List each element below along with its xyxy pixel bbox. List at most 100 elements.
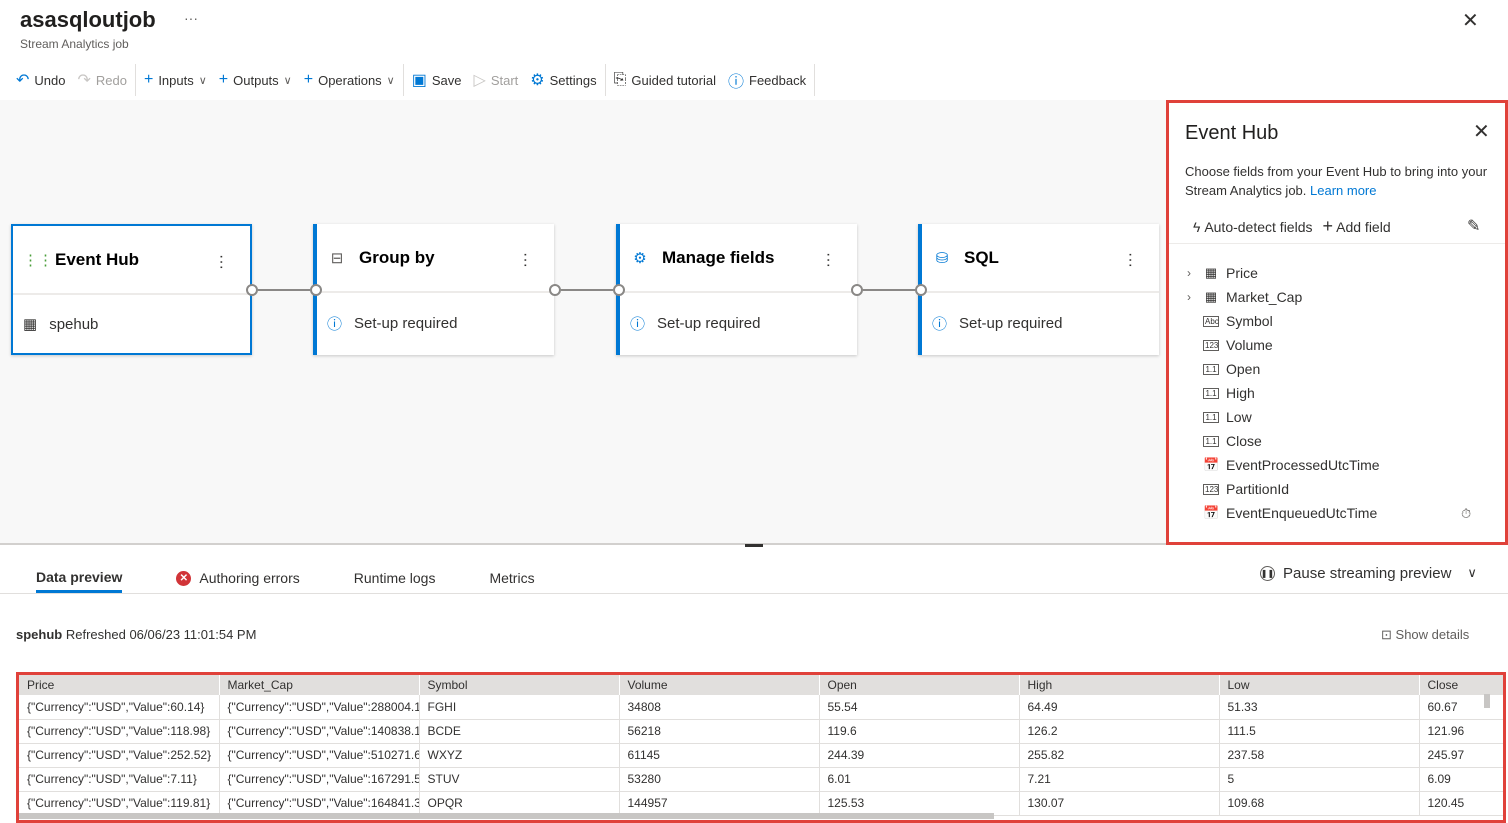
horizontal-scrollbar[interactable] [19, 813, 994, 819]
node-event-hub[interactable]: ⋮⋮ Event Hub ··· ▦ spehub [11, 224, 252, 355]
table-row: {"Currency":"USD","Value":252.52} {"Curre… [19, 743, 1503, 768]
output-port[interactable] [549, 284, 561, 296]
output-port[interactable] [851, 284, 863, 296]
node-manage-fields[interactable]: ⚙ Manage fields ··· ⓘ Set-up required [616, 224, 857, 355]
settings-label: Settings [549, 72, 597, 88]
node-menu-button[interactable]: ··· [517, 252, 534, 268]
outputs-menu[interactable]: + Outputs ∨ [213, 64, 298, 96]
redo-label: Redo [95, 72, 127, 88]
node-sql[interactable]: ⛁ SQL ··· ⓘ Set-up required [918, 224, 1159, 355]
input-port[interactable] [310, 284, 322, 296]
table-icon: ▦ [1204, 265, 1218, 280]
save-button[interactable]: ▣ Save [406, 64, 468, 96]
node-group-by[interactable]: ⊟ Group by ··· ⓘ Set-up required [313, 224, 554, 355]
column-header[interactable]: Volume [619, 675, 820, 695]
tab-runtime-logs[interactable]: Runtime logs [354, 563, 436, 593]
chevron-right-icon[interactable]: › [1187, 266, 1191, 280]
field-item[interactable]: Abc Symbol [1187, 309, 1380, 333]
column-header[interactable]: Price [19, 675, 220, 695]
learn-more-link[interactable]: Learn more [1310, 183, 1377, 198]
play-icon: ▷ [473, 72, 486, 89]
chevron-down-icon[interactable]: ∨ [1467, 565, 1477, 580]
settings-button[interactable]: ⚙ Settings [524, 64, 602, 96]
field-name: Price [1226, 265, 1258, 281]
field-item[interactable]: 1.1 High [1187, 381, 1380, 405]
node-menu-button[interactable]: ··· [820, 252, 837, 268]
auto-detect-button[interactable]: ϟ Auto-detect fields [1193, 219, 1312, 235]
pause-label: Pause streaming preview [1283, 564, 1452, 582]
node-title: Event Hub [55, 249, 140, 269]
node-menu-button[interactable]: ··· [213, 254, 230, 270]
input-port[interactable] [613, 284, 625, 296]
table-cell: 245.97 [1419, 743, 1503, 768]
field-item[interactable]: 📅 EventEnqueuedUtcTime [1187, 501, 1380, 525]
table-cell: 111.5 [1219, 719, 1420, 744]
node-detail: Set-up required [354, 315, 458, 332]
type-1-1-icon: 1.1 [1203, 435, 1219, 447]
divider [1169, 243, 1505, 244]
undo-button[interactable]: ↶ Undo [10, 64, 71, 96]
field-item[interactable]: 123 PartitionId [1187, 477, 1380, 501]
undo-label: Undo [34, 72, 66, 88]
column-header[interactable]: Open [819, 675, 1020, 695]
undo-icon: ↶ [16, 72, 30, 89]
inputs-menu[interactable]: + Inputs ∨ [138, 64, 213, 96]
table-cell: 5 [1219, 767, 1420, 792]
field-item[interactable]: 123 Volume [1187, 333, 1380, 357]
close-panel-icon[interactable]: ✕ [1473, 121, 1490, 143]
field-item[interactable]: 📅 EventProcessedUtcTime [1187, 453, 1380, 477]
column-header[interactable]: High [1019, 675, 1220, 695]
error-icon: ✕ [176, 570, 192, 586]
show-details-button[interactable]: ⊡ Show details [1381, 627, 1469, 643]
feedback-button[interactable]: ⓘ Feedback [722, 64, 812, 96]
output-port[interactable] [246, 284, 258, 296]
column-header[interactable]: Low [1219, 675, 1420, 695]
pause-streaming-button[interactable]: ❚❚ Pause streaming preview ∨ [1260, 563, 1477, 583]
chevron-down-icon: ∨ [283, 74, 292, 87]
table-cell: 6.01 [819, 767, 1020, 792]
table-cell: 6.09 [1419, 767, 1503, 792]
field-name: Market_Cap [1226, 289, 1303, 305]
toolbar: ↶ Undo ↷ Redo + Inputs ∨ + Outputs ∨ + Operatio… [10, 64, 817, 96]
tab-metrics[interactable]: Metrics [489, 563, 534, 593]
manage-fields-icon: ⚙ [633, 249, 647, 267]
field-name: Symbol [1226, 313, 1273, 329]
redo-button[interactable]: ↷ Redo [71, 64, 132, 96]
tab-data-preview[interactable]: Data preview [36, 563, 123, 593]
start-button[interactable]: ▷ Start [468, 64, 525, 96]
close-button[interactable]: ✕ [1462, 10, 1479, 32]
field-item[interactable]: › ▦ Market_Cap [1187, 285, 1380, 309]
field-item[interactable]: 1.1 Close [1187, 429, 1380, 453]
refreshed-time: Refreshed 06/06/23 11:01:54 PM [65, 627, 257, 642]
vertical-scrollbar[interactable] [1484, 694, 1490, 708]
start-label: Start [490, 72, 519, 88]
edit-pencil-icon[interactable]: ✎ [1467, 218, 1481, 235]
field-item[interactable]: 1.1 Low [1187, 405, 1380, 429]
table-cell: 64.49 [1019, 695, 1220, 720]
redo-icon: ↷ [77, 72, 91, 89]
table-cell: 34808 [619, 695, 820, 720]
field-item[interactable]: 1.1 Open [1187, 357, 1380, 381]
plus-icon: + [143, 71, 154, 88]
table-cell: {"Currency":"USD","Value":288004.1} [219, 695, 420, 720]
column-header[interactable]: Symbol [419, 675, 620, 695]
field-item[interactable]: › ▦ Price [1187, 261, 1380, 285]
table-cell: {"Currency":"USD","Value":252.52} [19, 743, 220, 768]
node-title: SQL [964, 247, 999, 267]
resize-handle[interactable] [745, 544, 763, 547]
feedback-label: Feedback [749, 72, 807, 88]
table-cell: 244.39 [819, 743, 1020, 768]
book-icon: ⎘ [613, 71, 627, 88]
tab-authoring-errors[interactable]: ✕ Authoring errors [176, 563, 300, 593]
chevron-right-icon[interactable]: › [1187, 290, 1191, 304]
add-field-button[interactable]: + Add field [1322, 216, 1390, 237]
node-menu-button[interactable]: ··· [1122, 252, 1139, 268]
guided-tutorial-button[interactable]: ⎘ Guided tutorial [608, 64, 722, 96]
column-header[interactable]: Market_Cap [219, 675, 420, 695]
table-cell: BCDE [419, 719, 620, 744]
column-header[interactable]: Close [1419, 675, 1503, 695]
more-options-button[interactable]: ··· [184, 10, 198, 26]
table-cell: {"Currency":"USD","Value":510271.6} [219, 743, 420, 768]
input-port[interactable] [915, 284, 927, 296]
operations-menu[interactable]: + Operations ∨ [298, 64, 401, 96]
